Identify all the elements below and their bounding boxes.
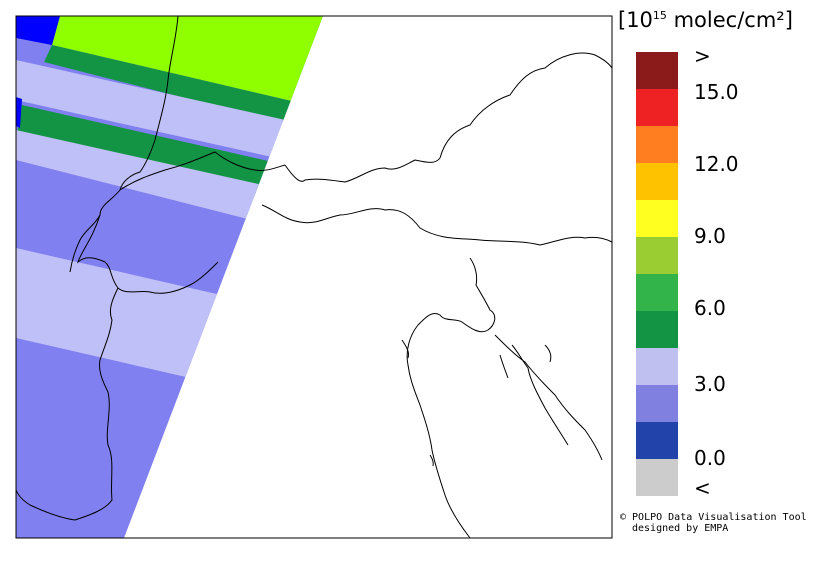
border-line [69, 15, 179, 273]
legend-color-swatch [636, 200, 678, 237]
legend-color-swatch [636, 274, 678, 311]
legend-top-label: > [694, 44, 711, 68]
legend-tick-label: 12.0 [694, 152, 739, 176]
swath-blue-band [16, 97, 22, 128]
swath-green-band [44, 45, 323, 135]
legend-tick-label: 0.0 [694, 446, 726, 470]
legend-color-swatch [636, 422, 678, 459]
legend-tick-label: 6.0 [694, 296, 726, 320]
legend-color-swatch [636, 311, 678, 348]
border-line [261, 204, 613, 246]
legend-color-swatch [636, 126, 678, 163]
credit-line-1: © POLPO Data Visualisation Tool [620, 512, 807, 523]
island [544, 344, 552, 363]
swath-lime-band [52, 16, 323, 110]
map-boundaries [15, 15, 613, 539]
swath-lavender-band [16, 60, 323, 170]
coastline [406, 257, 496, 539]
legend-color-swatch [636, 385, 678, 422]
legend-tick-label: 9.0 [694, 224, 726, 248]
legend-tick-label: 3.0 [694, 372, 726, 396]
border-line [284, 157, 441, 183]
legend-tick-label: 15.0 [694, 80, 739, 104]
border-line [119, 151, 286, 191]
legend-color-swatch [636, 52, 678, 89]
legend-color-swatch [636, 237, 678, 274]
legend-unit-label: [1015 molec/cm²] [618, 8, 793, 32]
legend-color-swatch [636, 163, 678, 200]
map-frame [15, 15, 613, 539]
island-chain [511, 344, 569, 446]
satellite-swath [16, 16, 323, 538]
island [499, 354, 509, 379]
legend-color-swatch [636, 459, 678, 496]
coastline [494, 334, 603, 461]
legend-bottom-label: < [694, 476, 711, 500]
coastline [401, 339, 409, 359]
coastline [15, 287, 119, 521]
credit-line-2: designed by EMPA [632, 523, 729, 534]
border-line [439, 52, 613, 159]
swath-blue-band [16, 16, 60, 45]
legend-color-swatch [636, 89, 678, 126]
island [429, 454, 434, 467]
legend-color-swatch [636, 348, 678, 385]
color-legend [636, 52, 678, 496]
